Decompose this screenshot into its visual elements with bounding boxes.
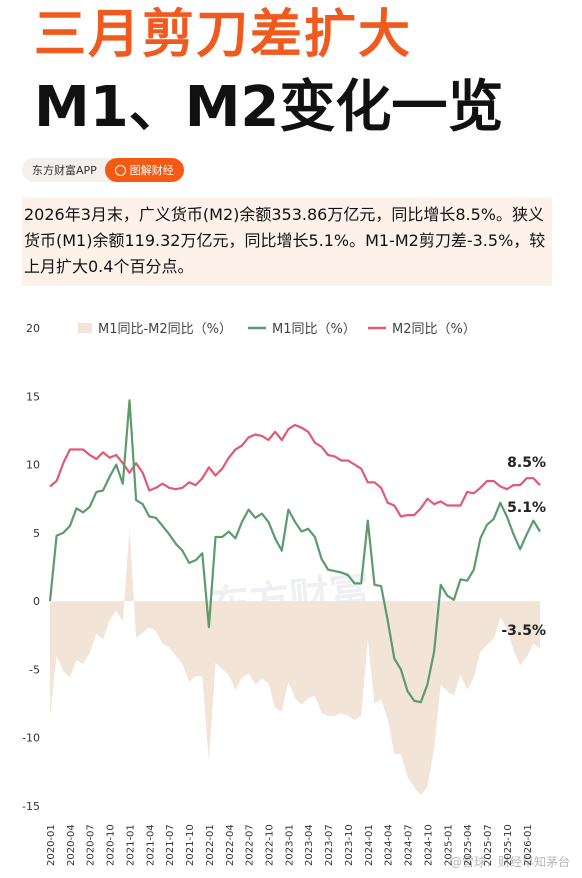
y-tick-label: 20: [26, 322, 40, 335]
x-tick-label: 2025-10: [503, 824, 514, 866]
tujie-button[interactable]: 图解财经: [104, 158, 184, 182]
x-tick-label: 2025-01: [443, 824, 454, 866]
x-tick-label: 2023-04: [304, 824, 315, 866]
y-tick-label: -15: [22, 800, 40, 813]
series-gap-area: [50, 528, 540, 796]
summary-box: 2026年3月末，广义货币(M2)余额353.86万亿元，同比增长8.5%。狭义…: [22, 198, 552, 286]
x-tick-label: 2021-07: [165, 824, 176, 866]
x-tick-label: 2023-01: [284, 824, 295, 866]
x-tick-label: 2020-04: [66, 824, 77, 866]
summary-text: 2026年3月末，广义货币(M2)余额353.86万亿元，同比增长8.5%。狭义…: [24, 205, 546, 276]
series-m1-line: [48, 399, 541, 704]
y-tick-label: 10: [26, 459, 40, 472]
data-label: -3.5%: [501, 623, 546, 639]
x-tick-label: 2020-01: [46, 824, 57, 866]
chart-container: -15 -10 -5 0 5 10 15 20 东方财富 @雪球：财经早知茅台 M1同比-M2同…: [0, 310, 582, 874]
x-tick-label: 2025-07: [483, 824, 494, 866]
x-tick-label: 2026-01: [523, 824, 534, 866]
legend-swatch-gap: [78, 323, 92, 333]
legend-label: M2同比（%）: [392, 322, 476, 337]
page-title: 三月剪刀差扩大: [34, 5, 413, 65]
legend-label: M1同比（%）: [272, 322, 356, 337]
y-tick-label: 0: [33, 595, 40, 608]
x-tick-label: 2024-01: [364, 824, 375, 866]
x-tick-label: 2020-07: [86, 824, 97, 866]
x-tick-label: 2024-07: [404, 824, 415, 866]
x-tick-label: 2020-10: [106, 824, 117, 866]
page-subtitle: M1、M2变化一览: [34, 75, 504, 140]
y-tick-label: 5: [33, 527, 40, 540]
x-tick-label: 2025-04: [463, 824, 474, 866]
data-label: 5.1%: [507, 500, 546, 516]
x-tick-label: 2024-10: [423, 824, 434, 866]
x-tick-label: 2023-07: [324, 824, 335, 866]
x-tick-label: 2021-01: [125, 824, 136, 866]
y-tick-label: -10: [22, 732, 40, 745]
x-tick-label: 2021-10: [185, 824, 196, 866]
y-tick-label: -5: [29, 663, 40, 676]
legend-label: M1同比-M2同比（%）: [98, 322, 232, 337]
tujie-label: 图解财经: [129, 164, 174, 177]
x-tick-label: 2022-01: [205, 824, 216, 866]
footer-text: @雪球：财经早知茅台: [450, 854, 570, 869]
source-tags: 东方财富APP 图解财经: [22, 158, 184, 182]
x-tick-label: 2023-10: [344, 824, 355, 866]
x-tick-label: 2022-10: [265, 824, 276, 866]
app-tag: 东方财富APP: [32, 164, 97, 177]
search-icon: [114, 164, 126, 176]
series-m2-line: [49, 423, 541, 518]
x-tick-label: 2022-04: [225, 824, 236, 866]
x-tick-label: 2024-04: [384, 824, 395, 866]
data-label: 8.5%: [507, 455, 546, 471]
x-tick-label: 2022-07: [245, 824, 256, 866]
y-tick-label: 15: [26, 390, 40, 403]
x-tick-label: 2021-04: [145, 824, 156, 866]
